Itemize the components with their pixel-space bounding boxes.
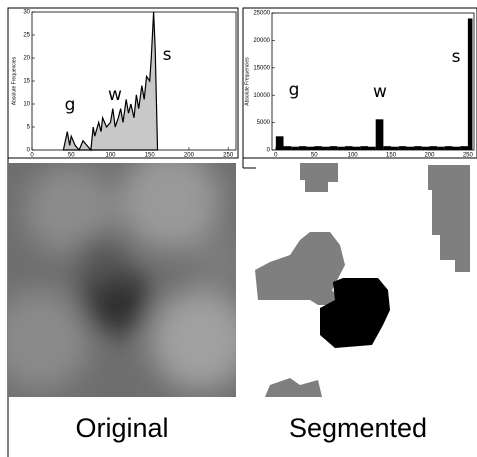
- x-tick-label: 50: [68, 153, 75, 159]
- bar: [344, 146, 353, 150]
- x-tick-label: 250: [463, 153, 474, 159]
- segmented-image: [243, 163, 471, 397]
- x-tick-label: 150: [386, 153, 397, 159]
- x-tick-label: 200: [184, 153, 195, 159]
- bar: [437, 146, 445, 150]
- bar: [329, 146, 338, 150]
- caption: Segmented: [289, 413, 427, 443]
- bar: [275, 136, 284, 150]
- annotation: w: [108, 85, 122, 105]
- y-tick-label: 15: [23, 79, 30, 85]
- annotation: g: [65, 95, 76, 115]
- y-tick-label: 5: [27, 125, 31, 131]
- plot-area: [271, 12, 475, 151]
- y-tick-label: 20000: [253, 38, 270, 44]
- bar: [375, 119, 384, 150]
- x-tick-label: 200: [424, 153, 435, 159]
- area: [62, 11, 159, 152]
- bar: [421, 146, 430, 150]
- x-tick-label: 150: [145, 153, 156, 159]
- y-tick-label: 5000: [257, 120, 271, 126]
- bar: [368, 146, 376, 150]
- bar: [360, 146, 369, 150]
- y-tick-label: 15000: [253, 65, 270, 71]
- bar: [429, 146, 438, 150]
- x-tick-label: 100: [105, 153, 116, 159]
- annotation: w: [373, 82, 387, 102]
- y-axis-label: Absolute Frequencies: [11, 56, 17, 105]
- bar: [337, 146, 345, 150]
- bar: [406, 146, 415, 150]
- y-tick-label: 25: [23, 33, 30, 39]
- bar: [283, 146, 292, 150]
- bar: [460, 146, 468, 150]
- bar: [398, 146, 407, 150]
- caption: Original: [75, 413, 168, 443]
- x-tick-label: 250: [223, 153, 234, 159]
- y-tick-label: 30: [23, 10, 30, 16]
- y-tick-label: 10: [23, 102, 30, 108]
- chart-frame: [7, 7, 239, 159]
- bar: [306, 146, 315, 150]
- bar: [383, 146, 392, 150]
- annotation: s: [452, 47, 461, 67]
- bar: [314, 146, 322, 150]
- y-tick-label: 20: [23, 56, 30, 62]
- bar: [291, 146, 299, 150]
- y-tick-label: 25000: [253, 11, 270, 17]
- x-tick-label: 100: [348, 153, 359, 159]
- annotation: g: [289, 80, 300, 100]
- chart-frame: [242, 7, 477, 159]
- bar: [298, 146, 307, 150]
- bar: [467, 18, 473, 151]
- y-tick-label: 0: [27, 148, 31, 154]
- bar: [352, 146, 361, 150]
- bar: [321, 146, 330, 150]
- bar: [452, 146, 461, 150]
- x-tick-label: 0: [30, 153, 34, 159]
- x-tick-label: 0: [274, 153, 278, 159]
- bar: [444, 146, 453, 150]
- annotation: s: [163, 45, 172, 65]
- bar: [391, 146, 399, 150]
- y-tick-label: 10000: [253, 93, 270, 99]
- original-image: [8, 163, 236, 397]
- y-tick-label: 0: [267, 148, 271, 154]
- bar: [414, 146, 422, 150]
- y-axis-label: Absolute Frequencies: [244, 57, 250, 106]
- x-tick-label: 50: [311, 153, 318, 159]
